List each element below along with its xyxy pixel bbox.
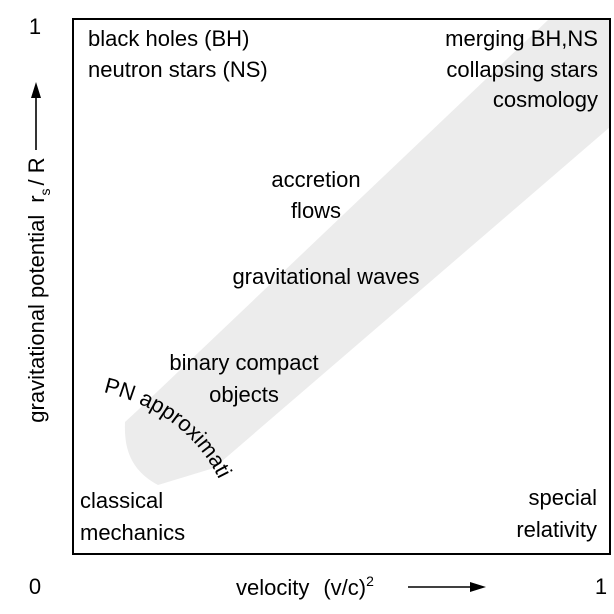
band-gravitational-waves: gravitational waves (232, 264, 419, 289)
band-binary-compact-objects: binary compact objects (169, 350, 318, 407)
region-label: collapsing stars (446, 57, 598, 82)
region-label: cosmology (493, 87, 598, 112)
band-label: binary compact (169, 350, 318, 375)
y-axis-label: gravitational potentialrs/ R (24, 157, 53, 422)
x-max-label: 1 (595, 574, 607, 599)
region-label: neutron stars (NS) (88, 57, 268, 82)
band-label: accretion (271, 167, 360, 192)
region-label: merging BH,NS (445, 26, 598, 51)
region-label: black holes (BH) (88, 26, 249, 51)
region-bottom-left: classical mechanics (80, 488, 185, 545)
region-label: special (529, 485, 597, 510)
region-label: relativity (516, 517, 597, 542)
x-axis-arrow (408, 582, 486, 592)
region-bottom-right: special relativity (516, 485, 597, 542)
band-accretion-flows: accretion flows (271, 167, 360, 223)
band-label: objects (209, 382, 279, 407)
y-max-label: 1 (29, 14, 41, 39)
origin-label: 0 (29, 574, 41, 599)
x-axis-label: velocity (v/c)2 (236, 573, 374, 600)
region-label: mechanics (80, 520, 185, 545)
plot-frame (72, 18, 611, 555)
y-axis-arrow (31, 82, 41, 150)
region-label: classical (80, 488, 163, 513)
relativistic-band (124, 20, 610, 485)
region-top-right: merging BH,NS collapsing stars cosmology (445, 26, 598, 112)
band-label: flows (291, 198, 341, 223)
region-top-left: black holes (BH) neutron stars (NS) (88, 26, 268, 82)
